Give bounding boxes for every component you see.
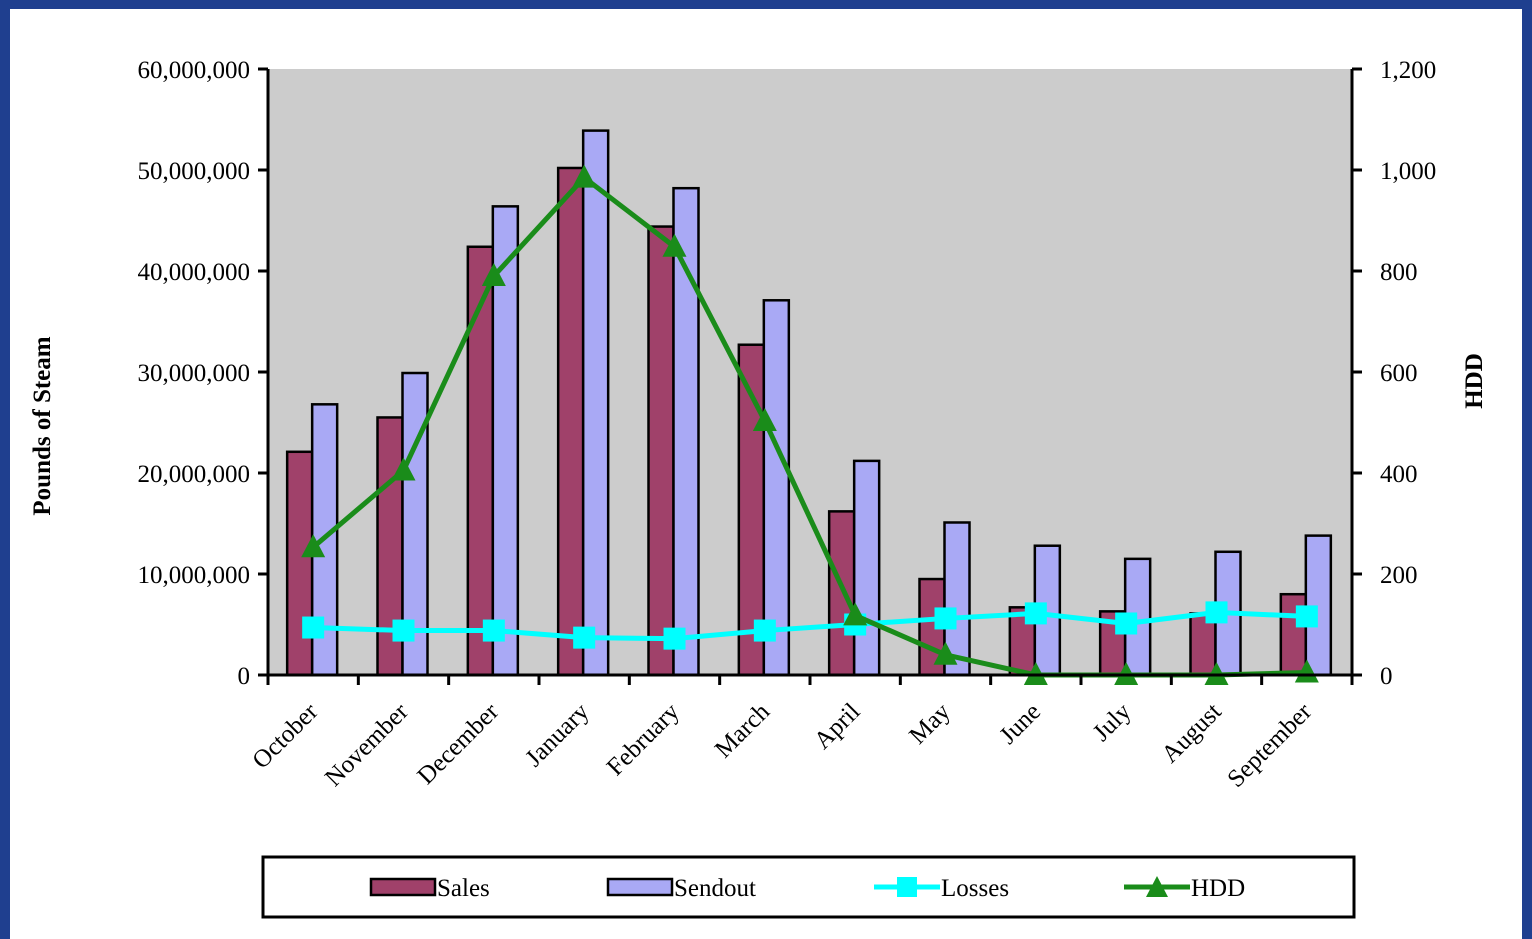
marker-losses-october: [302, 616, 325, 639]
y-tick-label: 60,000,000: [138, 57, 251, 84]
x-tick-label-february: February: [602, 698, 685, 781]
legend-label-hdd: HDD: [1191, 875, 1245, 902]
bar-sendout-april: [852, 459, 881, 677]
marker-hdd-november: [391, 457, 416, 481]
y-tick-label: 50,000,000: [138, 158, 251, 185]
marker-losses-march: [753, 619, 776, 642]
line-losses: [313, 609, 1307, 642]
marker-hdd-april: [843, 602, 868, 626]
marker-losses-june: [1024, 602, 1047, 625]
marker-hdd-january: [572, 164, 597, 188]
legend-marker-hdd: [1146, 876, 1168, 897]
bar-sales-february: [647, 225, 675, 677]
x-tick-label-june: June: [995, 698, 1046, 749]
marker-losses-july: [1115, 612, 1138, 635]
marker-losses-january: [573, 626, 596, 649]
y2-tick-label: 1,200: [1380, 57, 1436, 84]
bar-sales-april: [827, 510, 856, 677]
legend-marker-losses: [897, 877, 917, 897]
x-tick-label-december: December: [412, 698, 504, 790]
marker-losses-february: [663, 627, 686, 650]
marker-losses-november: [392, 619, 415, 642]
legend: Sales Sendout Losses HDD: [261, 855, 1356, 919]
marker-losses-september: [1295, 605, 1318, 628]
marker-hdd-december: [481, 263, 506, 287]
y-tick-label: 10,000,000: [138, 562, 251, 589]
x-tick-label-april: April: [809, 698, 865, 754]
plot-area: [268, 69, 1352, 675]
bar-sales-october: [285, 450, 314, 677]
x-tick-label-august: August: [1157, 698, 1227, 768]
bar-sales-january: [556, 166, 585, 677]
y2-tick-label: 600: [1380, 360, 1418, 387]
y2-tick-label: 800: [1380, 259, 1418, 286]
marker-hdd-september: [1294, 659, 1319, 683]
chart-frame: 0 10,000,000 20,000,000 30,000,000 40,000,00…: [10, 9, 1522, 939]
y2-axis-title: HDD: [1461, 353, 1488, 409]
y-tick-label: 30,000,000: [138, 360, 251, 387]
marker-hdd-february: [662, 233, 687, 257]
legend-label-sendout: Sendout: [674, 875, 756, 902]
x-tick-label-october: October: [247, 698, 324, 775]
legend-swatch-sales: [369, 877, 437, 897]
marker-hdd-may: [933, 641, 958, 665]
marker-losses-may: [934, 607, 957, 630]
x-tick-label-march: March: [710, 698, 776, 764]
x-tick-label-september: September: [1222, 698, 1317, 793]
x-tick-label-may: May: [904, 698, 956, 750]
legend-swatch-sendout: [606, 877, 674, 897]
marker-losses-august: [1205, 601, 1228, 624]
marker-losses-december: [482, 619, 505, 642]
marker-hdd-october: [301, 534, 326, 558]
bar-sendout-january: [581, 129, 610, 677]
y-axis-title: Pounds of Steam: [29, 336, 56, 515]
x-tick-label-july: July: [1088, 698, 1137, 747]
bar-sendout-september: [1304, 534, 1333, 677]
combo-chart: 0 10,000,000 20,000,000 30,000,000 40,000,00…: [29, 57, 1488, 919]
y2-tick-label: 200: [1380, 562, 1418, 589]
bar-sendout-february: [672, 186, 700, 677]
y2-tick-label: 0: [1380, 663, 1393, 690]
x-tick-label-november: November: [320, 698, 414, 792]
x-tick-label-january: January: [520, 698, 594, 772]
y2-tick-label: 1,000: [1380, 158, 1436, 185]
legend-label-sales: Sales: [437, 875, 490, 902]
y-tick-label: 20,000,000: [138, 461, 251, 488]
legend-label-losses: Losses: [941, 875, 1009, 902]
marker-hdd-march: [752, 407, 777, 431]
y-tick-label: 40,000,000: [138, 259, 251, 286]
bar-sendout-march: [762, 299, 791, 677]
y-tick-label: 0: [238, 663, 251, 690]
y2-tick-label: 400: [1380, 461, 1418, 488]
